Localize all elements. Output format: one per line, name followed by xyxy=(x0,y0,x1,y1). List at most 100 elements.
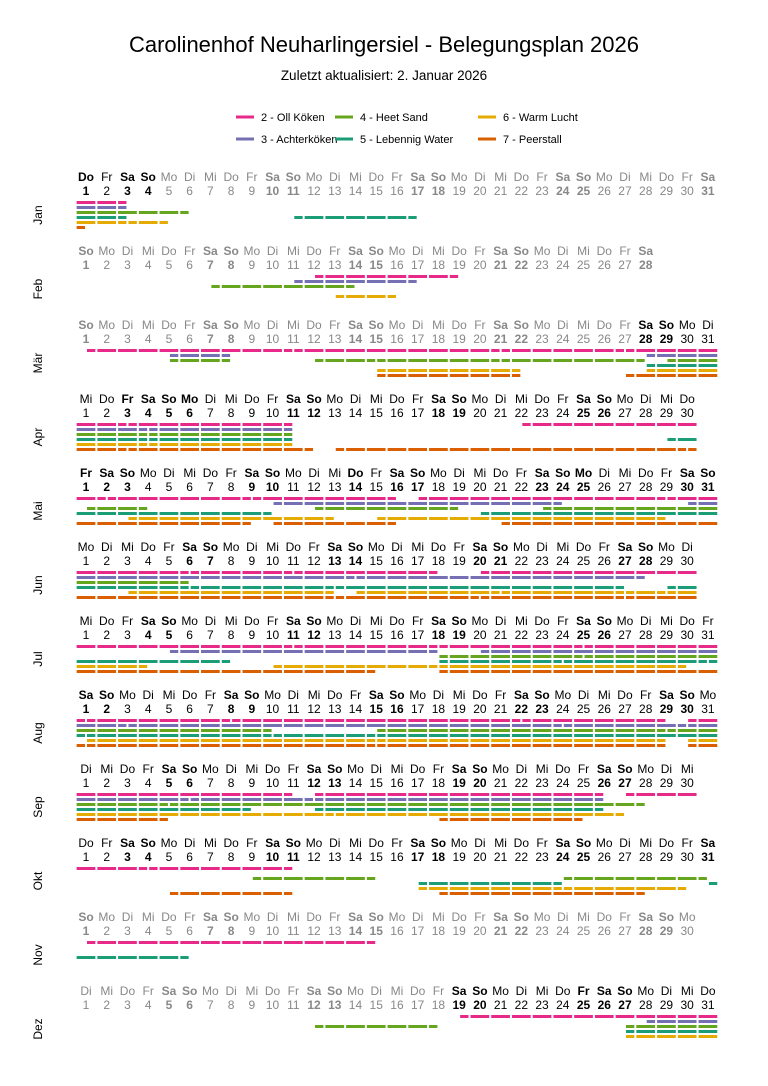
booking-bar-h2 xyxy=(636,497,656,500)
booking-bar-h2 xyxy=(594,645,614,648)
weekday-label: Mo xyxy=(389,910,406,924)
booking-bar-h2 xyxy=(346,793,365,796)
booking-bar-h2 xyxy=(615,349,624,352)
booking-bar-h6 xyxy=(118,221,127,224)
weekday-label: Mo xyxy=(596,170,613,184)
booking-bar-h7 xyxy=(335,596,345,599)
weekday-label: Do xyxy=(597,910,613,924)
day-number-label: 23 xyxy=(535,998,549,1012)
booking-bar-h6 xyxy=(449,517,469,520)
booking-bar-h2 xyxy=(97,423,117,426)
booking-bar-h2 xyxy=(283,349,293,352)
day-number-label: 23 xyxy=(535,554,549,568)
booking-bar-h6 xyxy=(667,591,676,594)
booking-bar-h4 xyxy=(263,803,282,806)
booking-bar-h5 xyxy=(221,734,241,737)
day-number-label: 20 xyxy=(473,998,487,1012)
booking-bar-h2 xyxy=(615,497,635,500)
month-label: Mär xyxy=(31,353,45,374)
booking-bar-h5 xyxy=(201,734,220,737)
day-number-label: 2 xyxy=(103,702,110,716)
weekday-label: Di xyxy=(474,170,485,184)
booking-bar-h3 xyxy=(574,650,593,653)
weekday-label: Sa xyxy=(224,688,239,702)
weekday-label: Sa xyxy=(369,688,384,702)
weekday-label: Mo xyxy=(347,984,364,998)
booking-bar-h3 xyxy=(346,724,365,727)
booking-bar-h7 xyxy=(657,744,666,747)
booking-bar-h6 xyxy=(657,517,666,520)
weekday-label: Mi xyxy=(80,392,93,406)
day-number-label: 1 xyxy=(83,184,90,198)
booking-bar-h6 xyxy=(449,887,469,890)
weekday-label: Do xyxy=(451,318,467,332)
booking-bar-h6 xyxy=(221,591,241,594)
booking-bar-h6 xyxy=(159,591,179,594)
day-number-label: 16 xyxy=(390,628,404,642)
weekday-label: Fr xyxy=(267,614,278,628)
booking-bar-h3 xyxy=(677,1020,697,1023)
booking-bar-h3 xyxy=(594,650,614,653)
booking-bar-h7 xyxy=(439,892,448,895)
booking-bar-h6 xyxy=(636,1035,656,1038)
booking-bar-h2 xyxy=(408,793,428,796)
booking-bar-h2 xyxy=(138,423,158,426)
day-number-label: 12 xyxy=(307,998,321,1012)
day-number-label: 3 xyxy=(124,628,131,642)
day-number-label: 13 xyxy=(328,924,342,938)
day-number-label: 27 xyxy=(618,850,632,864)
weekday-label: Sa xyxy=(203,244,218,258)
booking-bar-h2 xyxy=(76,201,96,204)
booking-bar-h4 xyxy=(553,655,573,658)
booking-bar-h5 xyxy=(574,512,593,515)
day-number-label: 15 xyxy=(370,332,384,346)
weekday-label: Do xyxy=(679,614,695,628)
weekday-label: Do xyxy=(617,688,633,702)
booking-bar-h2 xyxy=(574,719,593,722)
booking-bar-h4 xyxy=(615,877,635,880)
day-number-label: 27 xyxy=(618,480,632,494)
weekday-label: Mi xyxy=(619,466,632,480)
booking-bar-h7 xyxy=(283,892,293,895)
weekday-label: Mo xyxy=(534,244,551,258)
day-number-label: 27 xyxy=(618,406,632,420)
weekday-label: Fr xyxy=(122,614,133,628)
booking-bar-h7 xyxy=(532,744,552,747)
day-number-label: 7 xyxy=(207,184,214,198)
day-number-label: 13 xyxy=(328,998,342,1012)
day-number-label: 22 xyxy=(515,850,529,864)
booking-bar-h6 xyxy=(201,443,220,446)
booking-bar-h7 xyxy=(594,596,614,599)
booking-bar-h4 xyxy=(511,655,531,658)
weekday-label: Fr xyxy=(246,836,257,850)
booking-bar-h4 xyxy=(263,433,282,436)
weekday-label: Mo xyxy=(306,170,323,184)
booking-bar-h2 xyxy=(242,793,262,796)
booking-bar-h2 xyxy=(511,793,531,796)
day-number-label: 10 xyxy=(266,184,280,198)
booking-bar-h2 xyxy=(657,793,676,796)
booking-bar-h6 xyxy=(149,443,158,446)
weekday-label: Mi xyxy=(660,392,673,406)
booking-bar-h2 xyxy=(87,719,96,722)
weekday-label: Mo xyxy=(98,910,115,924)
booking-bar-h7 xyxy=(325,670,345,673)
booking-bar-h4 xyxy=(283,877,303,880)
day-number-label: 30 xyxy=(680,998,694,1012)
booking-bar-h6 xyxy=(325,813,334,816)
booking-bar-h5 xyxy=(594,808,604,811)
weekday-label: Mi xyxy=(183,466,196,480)
booking-bar-h7 xyxy=(636,522,656,525)
weekday-label: So xyxy=(120,466,135,480)
weekday-label: Mi xyxy=(142,910,155,924)
booking-bar-h6 xyxy=(180,591,200,594)
booking-bar-h3 xyxy=(283,428,293,431)
booking-bar-h2 xyxy=(429,497,448,500)
booking-bar-h5 xyxy=(138,438,148,441)
weekday-label: Di xyxy=(122,910,133,924)
booking-bar-h5 xyxy=(325,808,345,811)
weekday-label: Sa xyxy=(597,984,612,998)
weekday-label: Fr xyxy=(578,762,589,776)
day-number-label: 12 xyxy=(307,258,321,272)
day-number-label: 28 xyxy=(639,702,653,716)
